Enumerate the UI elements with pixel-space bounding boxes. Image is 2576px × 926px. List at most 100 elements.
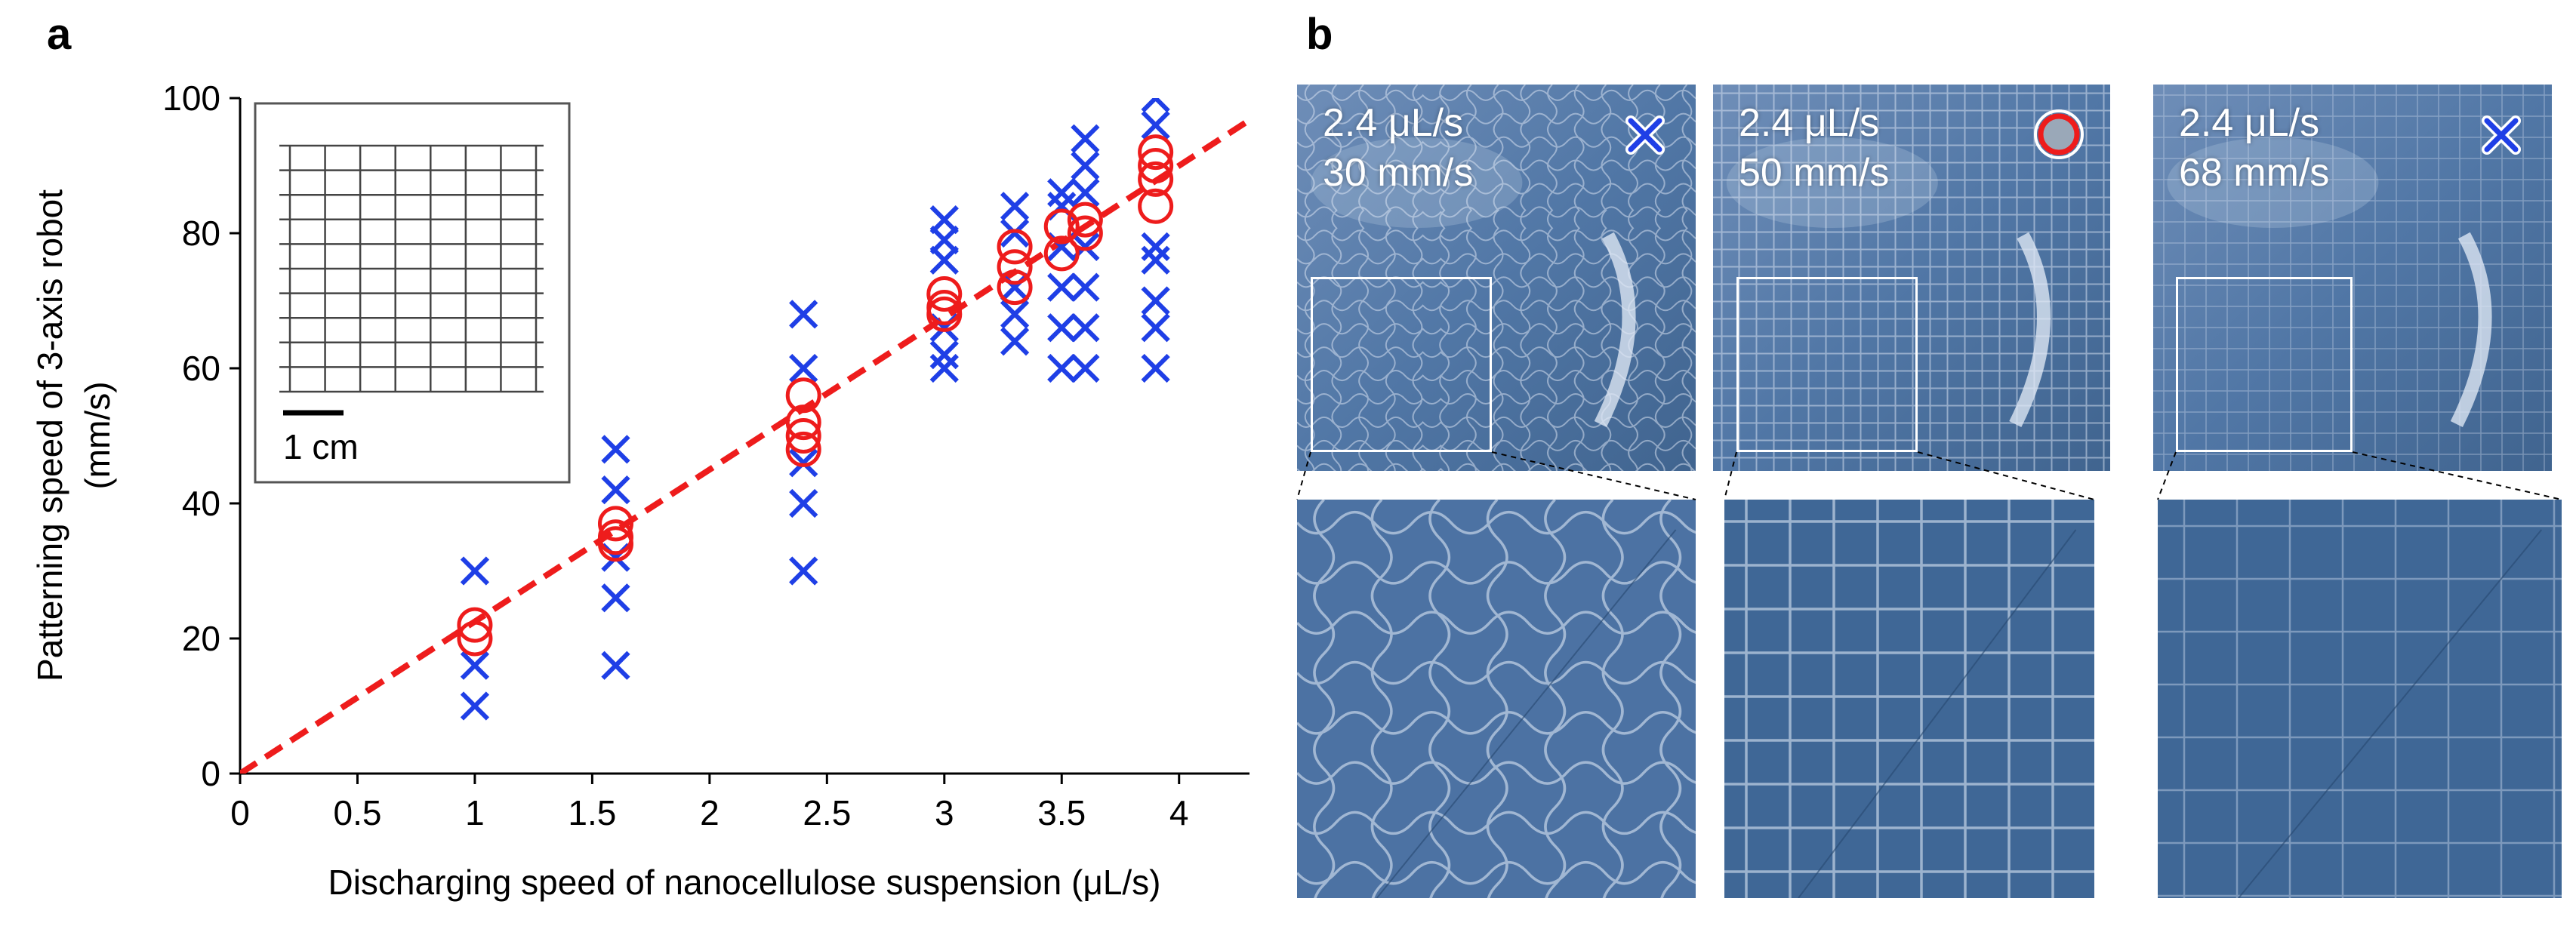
fail-point [789,448,818,478]
data-marks [240,98,1249,774]
photo-label: 2.4 μL/s 50 mm/s [1739,98,1889,198]
fail-point [460,691,490,721]
fail-point [789,300,818,329]
fail-point [1047,272,1077,302]
y-axis-label-line1: Patterning speed of 3-axis robot [30,189,69,681]
fail-point [1141,110,1170,140]
y-tick-label: 20 [182,619,220,658]
fail-point [1071,151,1100,180]
success-point [785,431,821,467]
x-axis-label: Discharging speed of nanocellulose suspe… [328,863,1160,902]
fail-point [1141,286,1170,315]
x-tick-label: 3.5 [1037,793,1086,832]
success-point [1043,208,1080,245]
photo-zoom-1 [1297,500,1696,898]
fail-point [1141,313,1170,343]
fail-point [1141,232,1170,262]
photo-zoom-2 [1724,500,2094,898]
fail-point [1047,313,1077,343]
success-point [1138,134,1174,171]
success-point [785,418,821,454]
success-point [1138,161,1174,197]
flow-rate-label: 2.4 μL/s [1323,101,1464,145]
success-point [926,296,963,332]
y-tick-label: 60 [182,349,220,388]
fail-point [1071,272,1100,302]
fail-point [1141,98,1170,113]
speed-label: 50 mm/s [1739,151,1890,195]
y-tick-label: 100 [162,78,220,118]
fail-point [1071,178,1100,208]
x-tick-label: 1 [465,793,485,832]
photo-zoom-3 [2158,500,2562,898]
success-point [785,405,821,441]
scale-bar-label: 1 cm [283,427,359,466]
fail-point [1141,353,1170,383]
fail-point [1000,327,1030,356]
fail-point [929,340,959,370]
fail-point [789,353,818,383]
success-point [457,620,493,657]
fail-point [789,488,818,518]
y-tick-label: 40 [182,484,220,523]
fail-point [460,556,490,586]
zoom-region-box [1311,277,1492,452]
x-tick-label: 1.5 [568,793,616,832]
fail-point [1047,353,1077,383]
inset: 1 cm [254,102,571,484]
flow-rate-label: 2.4 μL/s [2179,101,2320,145]
fail-point [601,583,630,613]
fail-point [1000,192,1030,221]
y-tick-label: 0 [201,754,220,793]
success-point [997,249,1033,285]
fail-point [1071,353,1100,383]
success-point [597,506,633,542]
fail-point [601,475,630,505]
y-axis-label-line2: (mm/s) [78,381,117,489]
success-point [997,229,1033,265]
y-tick-label: 80 [182,214,220,253]
speed-label: 30 mm/s [1323,151,1474,195]
success-point [1138,188,1174,224]
fail-point [1071,124,1100,153]
x-tick-label: 2 [700,793,719,832]
panel-label-a: a [47,10,72,59]
photo-label: 2.4 μL/s 30 mm/s [1323,98,1473,198]
fail-point [460,651,490,680]
x-tick-label: 3 [935,793,954,832]
success-point [1138,148,1174,183]
success-point [597,526,633,562]
x-tick-label: 0.5 [333,793,381,832]
x-tick-label: 2.5 [803,793,851,832]
photo-label: 2.4 μL/s 68 mm/s [2179,98,2329,198]
fail-marker-icon [2484,118,2519,152]
success-point [997,269,1033,306]
fail-point [1071,313,1100,343]
fit-line [240,117,1249,774]
success-point [926,276,963,312]
flow-rate-label: 2.4 μL/s [1739,101,1880,145]
y-ticks: 0 20 40 60 80 100 [162,78,240,793]
panel-label-b: b [1306,10,1333,59]
inset-meander [279,144,544,393]
zoom-region-box [1736,277,1918,452]
x-tick-label: 0 [230,793,250,832]
fail-marker-icon [1628,118,1662,152]
scatter-chart: 0 20 40 60 80 100 0 0.5 1 1.5 2 2.5 3 3.5 4 1 cm Disc… [30,78,1249,902]
fail-point [601,651,630,680]
fail-point [1141,245,1170,275]
fail-point [929,245,959,275]
fail-point [929,353,959,383]
fail-point [1047,178,1077,208]
fail-point [1000,218,1030,248]
inset-grid-pattern [279,144,544,393]
x-tick-label: 4 [1169,793,1189,832]
fail-point [601,435,630,464]
success-point [457,607,493,643]
success-marker-icon [2038,113,2080,155]
success-point [1043,235,1080,272]
fail-point [789,556,818,586]
speed-label: 68 mm/s [2179,151,2330,195]
success-point [785,377,821,414]
